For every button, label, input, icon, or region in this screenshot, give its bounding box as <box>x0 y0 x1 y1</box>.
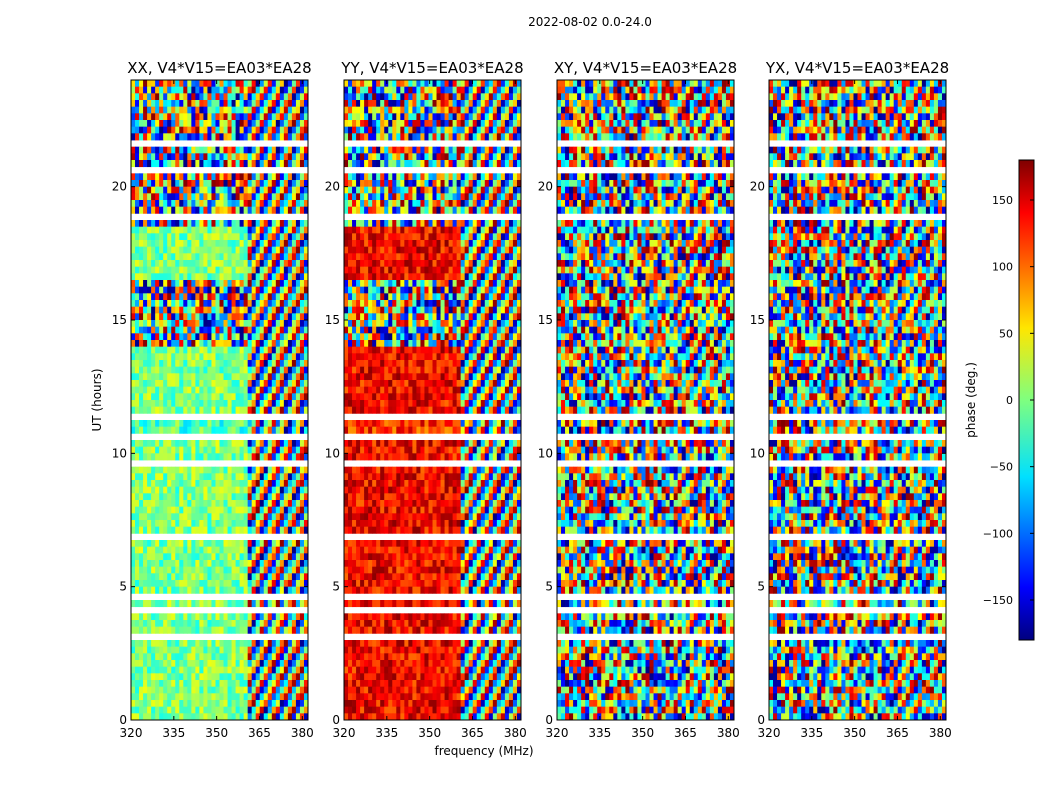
panel-frame <box>343 79 522 721</box>
x-tick-label: 320 <box>333 726 356 740</box>
phase-image <box>769 80 947 721</box>
y-axis-label: UT (hours) <box>90 368 104 431</box>
panel-title: XX, V4*V15=EA03*EA28 <box>127 59 311 77</box>
panel-1: XX, V4*V15=EA03*EA28 320 335 350 365 380 0 5 10 1… <box>112 59 314 740</box>
x-tick-label: 365 <box>461 726 484 740</box>
x-tick-label: 350 <box>418 726 441 740</box>
panel-frame <box>768 79 947 721</box>
x-tick-label: 380 <box>929 726 952 740</box>
panel-3: XY, V4*V15=EA03*EA28 320 335 350 365 380 0 5 10 1… <box>538 59 740 740</box>
panel-title: YX, V4*V15=EA03*EA28 <box>765 59 949 77</box>
colorbar-tick-label: 50 <box>999 327 1013 340</box>
y-tick-label: 5 <box>332 580 340 594</box>
colorbar-tick-label: −150 <box>983 594 1013 607</box>
x-tick-label: 380 <box>291 726 314 740</box>
x-tick-label: 335 <box>162 726 185 740</box>
y-tick-label: 5 <box>757 580 765 594</box>
x-tick-label: 335 <box>375 726 398 740</box>
x-tick-label: 350 <box>843 726 866 740</box>
colorbar-tick-label: 0 <box>1006 394 1013 407</box>
y-tick-label: 0 <box>545 713 553 727</box>
x-axis-label: frequency (MHz) <box>434 744 533 758</box>
phase-image <box>557 80 735 721</box>
y-tick-label: 15 <box>112 313 127 327</box>
x-tick-label: 335 <box>588 726 611 740</box>
y-tick-label: 5 <box>119 580 127 594</box>
colorbar-tick-label: −50 <box>990 461 1013 474</box>
y-tick-label: 10 <box>325 446 340 460</box>
panel-frame <box>130 79 309 721</box>
x-tick-label: 380 <box>717 726 740 740</box>
x-tick-label: 320 <box>758 726 781 740</box>
phase-image <box>131 80 309 721</box>
phase-image <box>344 80 522 721</box>
colorbar: 150 100 50 0 −50 −100 −150 phase (deg.) <box>964 159 1035 641</box>
panels: XX, V4*V15=EA03*EA28 320 335 350 365 380 0 5 10 1… <box>112 59 952 740</box>
y-tick-label: 10 <box>112 446 127 460</box>
panel-title: XY, V4*V15=EA03*EA28 <box>554 59 737 77</box>
x-tick-label: 365 <box>248 726 271 740</box>
panel-2: YY, V4*V15=EA03*EA28 320 335 350 365 380 0 5 10 1… <box>325 59 527 740</box>
colorbar-tick-label: 100 <box>992 261 1013 274</box>
y-tick-label: 15 <box>538 313 553 327</box>
y-tick-label: 10 <box>538 446 553 460</box>
x-tick-label: 380 <box>504 726 527 740</box>
y-tick-label: 15 <box>750 313 765 327</box>
y-tick-label: 0 <box>332 713 340 727</box>
y-tick-label: 20 <box>538 180 553 194</box>
x-tick-label: 320 <box>120 726 143 740</box>
panel-4: YX, V4*V15=EA03*EA28 320 335 350 365 380 0 5 10 1… <box>750 59 952 740</box>
colorbar-ticks: 150 100 50 0 −50 −100 −150 <box>983 194 1034 607</box>
panel-frame <box>556 79 735 721</box>
y-tick-label: 0 <box>757 713 765 727</box>
x-tick-label: 350 <box>205 726 228 740</box>
x-tick-label: 350 <box>631 726 654 740</box>
figure-title: 2022-08-02 0.0-24.0 <box>528 15 652 29</box>
y-tick-label: 20 <box>325 180 340 194</box>
y-tick-label: 20 <box>112 180 127 194</box>
x-tick-label: 320 <box>546 726 569 740</box>
x-tick-label: 365 <box>886 726 909 740</box>
y-tick-label: 10 <box>750 446 765 460</box>
x-tick-label: 335 <box>800 726 823 740</box>
y-tick-label: 15 <box>325 313 340 327</box>
y-tick-label: 5 <box>545 580 553 594</box>
x-tick-label: 365 <box>674 726 697 740</box>
colorbar-tick-label: −100 <box>983 527 1013 540</box>
colorbar-tick-label: 150 <box>992 194 1013 207</box>
y-tick-label: 20 <box>750 180 765 194</box>
panel-title: YY, V4*V15=EA03*EA28 <box>340 59 523 77</box>
colorbar-label: phase (deg.) <box>964 362 978 438</box>
y-tick-label: 0 <box>119 713 127 727</box>
